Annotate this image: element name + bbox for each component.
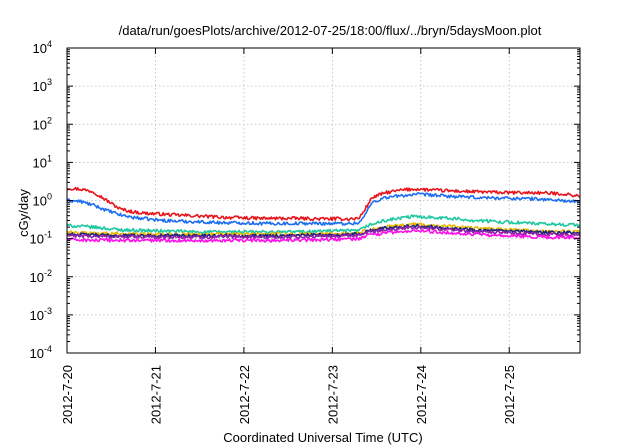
chart-title: /data/run/goesPlots/archive/2012-07-25/1… — [119, 23, 542, 38]
axis-ticks: 10-4 10-3 10-2 10-1 100 101 102 103 104 2012-7-20… — [30, 39, 580, 424]
x-tick-label: 2012-7-20 — [60, 365, 75, 424]
y-tick-label: 104 — [33, 39, 52, 56]
x-tick-label: 2012-7-21 — [148, 365, 163, 424]
y-tick-label: 10-2 — [30, 268, 52, 285]
x-tick-label: 2012-7-22 — [237, 365, 252, 424]
x-tick-label: 2012-7-25 — [502, 365, 517, 424]
series-line-red — [66, 186, 581, 222]
series-line-navy — [66, 223, 581, 239]
grid-lines — [67, 48, 580, 353]
series-line-teal — [66, 214, 581, 235]
y-axis-label: cGy/day — [16, 189, 31, 237]
x-tick-label: 2012-7-24 — [414, 365, 429, 424]
x-axis-label: Coordinated Universal Time (UTC) — [223, 430, 422, 445]
y-tick-label: 10-1 — [30, 230, 52, 247]
y-tick-label: 100 — [33, 192, 52, 209]
series-line-blue — [66, 192, 581, 226]
series-line-magenta — [66, 229, 581, 243]
y-tick-label: 102 — [33, 115, 52, 132]
y-tick-label: 103 — [33, 77, 52, 94]
data-series — [66, 186, 581, 243]
x-tick-label: 2012-7-23 — [325, 365, 340, 424]
y-tick-label: 10-4 — [30, 344, 52, 361]
y-tick-label: 10-3 — [30, 306, 52, 323]
series-line-purple — [66, 225, 581, 240]
y-tick-label: 101 — [33, 153, 52, 170]
